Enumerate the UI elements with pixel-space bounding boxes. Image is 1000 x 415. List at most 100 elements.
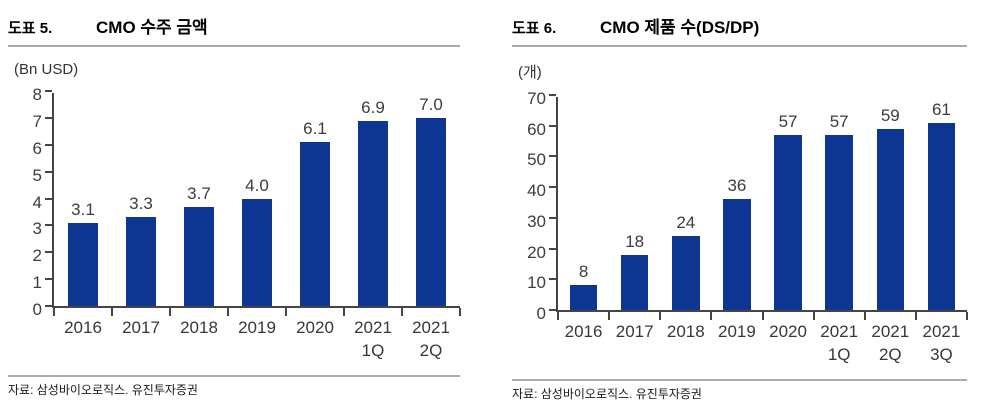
y-axis-tick <box>45 90 52 92</box>
x-axis-tick <box>863 312 866 320</box>
bar-value-label: 61 <box>931 99 951 119</box>
bar-slot: 57 <box>814 97 865 310</box>
figure-number: 도표 5. <box>8 20 53 37</box>
bar <box>774 134 802 310</box>
y-axis-tick <box>549 124 556 127</box>
y-axis-tick <box>45 143 52 146</box>
source-note: 자료: 삼성바이오로직스. 유진투자증권 <box>512 379 967 402</box>
y-tick-label: 50 <box>527 150 546 170</box>
x-axis-tick <box>343 308 345 316</box>
bar-chart-cmo-orders: 0 1 2 3 4 5 6 7 8 3.1 3.3 3.7 4.0 6.1 6.9 7.0 <box>8 86 461 319</box>
y-axis: 0 1 2 3 4 5 6 7 8 <box>8 86 52 319</box>
y-tick-label: 0 <box>536 304 546 323</box>
x-axis-tick <box>659 312 662 320</box>
y-axis-tick <box>549 309 556 311</box>
x-axis-tick <box>812 312 815 320</box>
bar-slot: 6.9 <box>344 93 402 306</box>
x-axis-tick <box>557 312 559 320</box>
x-axis-tick <box>285 308 287 316</box>
y-axis-tick <box>45 224 52 227</box>
y-axis-tick <box>45 278 52 281</box>
y-tick-label: 10 <box>527 273 546 293</box>
x-tick-label: 2021 2Q <box>871 322 910 364</box>
bar-slot: 3.3 <box>112 93 170 306</box>
bar-value-label: 57 <box>829 111 849 131</box>
y-axis-tick <box>549 94 556 96</box>
y-tick-label: 5 <box>32 165 42 185</box>
bar-slot: 3.1 <box>54 93 112 306</box>
x-tick-label: 2021 2Q <box>412 318 450 360</box>
bar-slot: 36 <box>711 97 762 310</box>
x-tick-label: 2021 1Q <box>820 322 859 364</box>
x-tick-label: 2020 <box>296 318 334 337</box>
y-axis-tick <box>45 305 52 307</box>
y-axis-tick <box>45 251 52 254</box>
figure-number: 도표 6. <box>512 20 557 37</box>
x-axis-tick <box>914 312 917 320</box>
plot-area: 8 18 24 36 57 57 59 61 <box>549 94 968 320</box>
bar <box>825 134 853 310</box>
bar <box>358 120 388 306</box>
x-axis-tick <box>401 308 403 316</box>
bar-value-label: 3.3 <box>129 194 153 214</box>
x-axis-labels: 2016 2017 2018 2019 2020 2021 1Q 2021 2Q <box>54 316 460 362</box>
x-axis-tick <box>111 308 113 316</box>
bar-value-label: 36 <box>727 176 747 196</box>
bar <box>300 142 330 306</box>
bar-value-label: 3.1 <box>71 199 95 219</box>
x-axis-tick <box>53 308 55 316</box>
x-axis-tick <box>459 308 461 316</box>
y-axis-tick <box>45 170 52 173</box>
bar-value-label: 24 <box>676 213 696 233</box>
y-tick-label: 0 <box>32 300 42 319</box>
x-tick-label: 2016 <box>64 318 102 337</box>
y-axis: 0 10 20 30 40 50 60 70 <box>512 90 556 323</box>
y-tick-label: 7 <box>32 111 42 131</box>
bar-slot: 59 <box>865 97 916 310</box>
bar-value-label: 7.0 <box>419 94 443 114</box>
y-axis-tick <box>549 247 556 250</box>
x-tick-label: 2017 <box>615 322 654 341</box>
bar <box>723 199 751 310</box>
y-axis-tick <box>549 278 556 281</box>
bar-value-label: 59 <box>880 105 900 125</box>
bar <box>927 122 956 310</box>
bar-value-label: 3.7 <box>187 183 211 203</box>
y-tick-label: 70 <box>527 89 546 108</box>
x-tick-label: 2021 3Q <box>922 322 961 364</box>
x-tick-label: 2018 <box>666 322 705 341</box>
y-tick-label: 6 <box>32 138 42 158</box>
x-axis-tick <box>710 312 713 320</box>
x-tick-label: 2020 <box>769 322 807 341</box>
bar <box>68 222 98 306</box>
figure-panel-cmo-products: 도표 6. CMO 제품 수(DS/DP) (개) 0 10 20 30 40 50 60 7… <box>512 13 968 402</box>
y-tick-label: 1 <box>32 273 42 293</box>
bar-slot: 57 <box>763 97 814 310</box>
y-axis-tick <box>549 186 556 189</box>
plot-area: 3.1 3.3 3.7 4.0 6.1 6.9 7.0 <box>45 90 461 316</box>
bar-slot: 24 <box>660 97 711 310</box>
x-axis-labels: 2016 2017 2018 2019 2020 2021 1Q 2021 2Q 2021 3Q <box>558 320 967 366</box>
bar <box>184 206 214 306</box>
y-tick-label: 60 <box>527 119 546 139</box>
x-axis-tick <box>761 312 764 320</box>
y-tick-label: 2 <box>32 246 42 266</box>
x-tick-label: 2016 <box>564 322 603 341</box>
y-tick-label: 40 <box>527 181 546 201</box>
bar-slot: 6.1 <box>286 93 344 306</box>
bar-value-label: 4.0 <box>245 175 269 195</box>
bar-value-label: 18 <box>625 231 645 251</box>
x-tick-label: 2019 <box>718 322 756 341</box>
x-axis-tick <box>169 308 171 316</box>
y-tick-label: 20 <box>527 242 546 262</box>
x-axis-tick <box>608 312 611 320</box>
bar-value-label: 6.1 <box>303 119 327 139</box>
bar-slot: 7.0 <box>402 93 460 306</box>
figure-title: CMO 수주 금액 <box>96 18 208 37</box>
y-axis-unit: (Bn USD) <box>14 61 79 78</box>
y-tick-label: 8 <box>32 85 42 104</box>
bar-value-label: 8 <box>578 262 589 282</box>
bar-slot: 3.7 <box>170 93 228 306</box>
bar-slot: 18 <box>609 97 660 310</box>
x-axis-tick <box>966 312 968 320</box>
